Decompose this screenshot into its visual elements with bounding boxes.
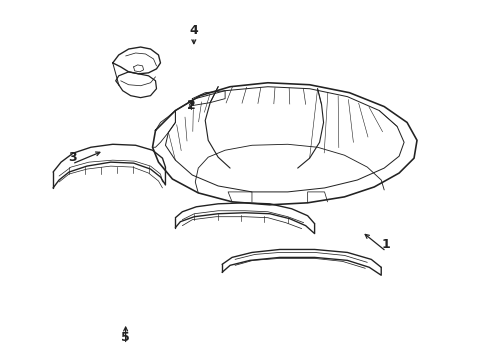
Text: 2: 2 — [187, 99, 196, 112]
Text: 5: 5 — [121, 331, 130, 344]
Text: 1: 1 — [382, 238, 391, 251]
Text: 4: 4 — [190, 24, 198, 37]
Text: 3: 3 — [68, 151, 76, 164]
